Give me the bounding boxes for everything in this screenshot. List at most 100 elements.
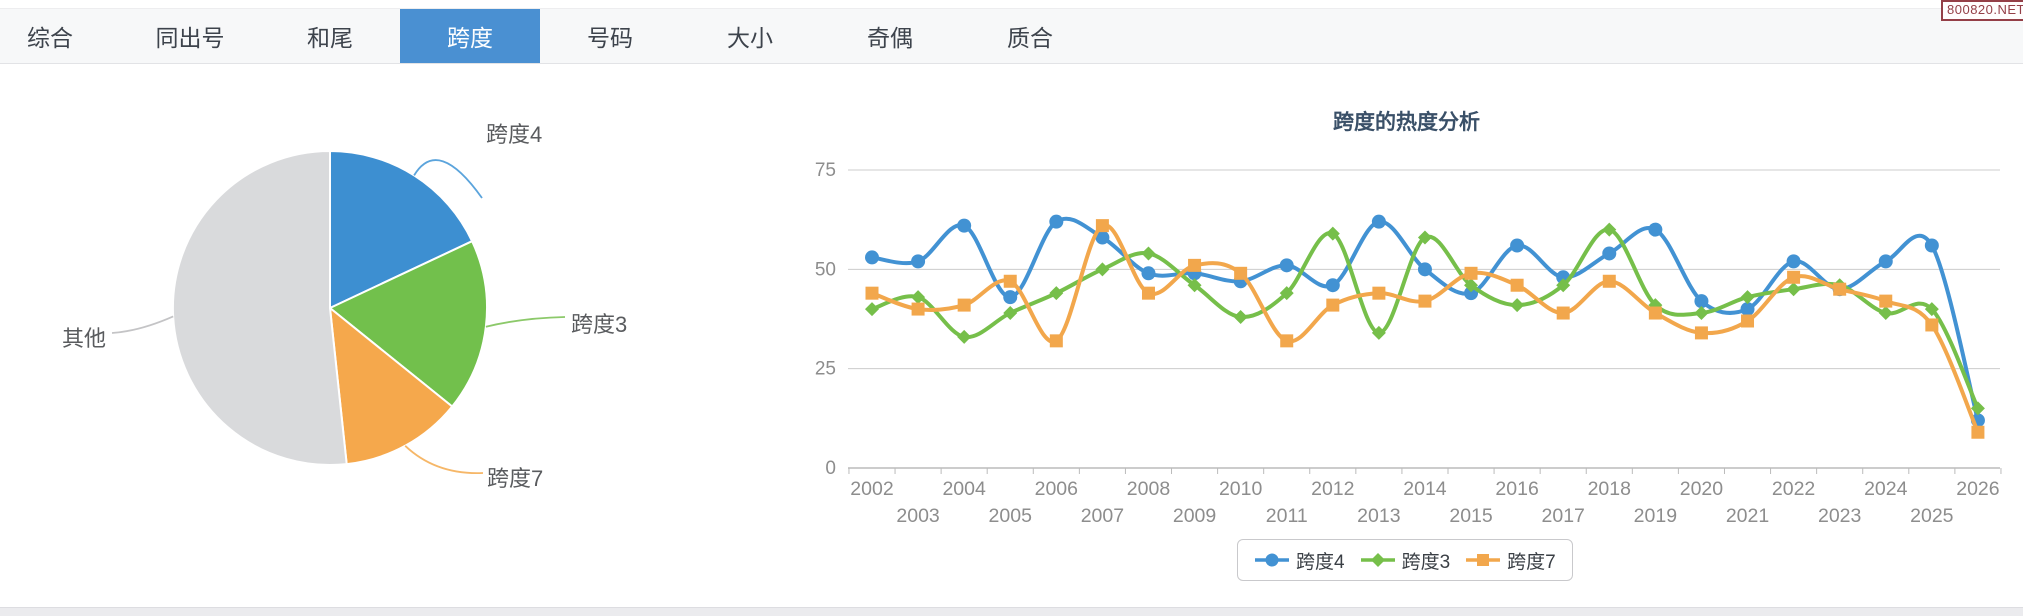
tab-hewei[interactable]: 和尾 <box>307 25 353 51</box>
datapoint-跨度4-2003[interactable] <box>911 254 926 269</box>
line-chart-legend: 跨度4 跨度3 跨度7 <box>1237 539 1573 581</box>
datapoint-跨度3-2024[interactable] <box>1878 306 1893 321</box>
datapoint-跨度7-2016[interactable] <box>1510 278 1524 292</box>
datapoint-跨度7-2010[interactable] <box>1234 266 1248 280</box>
x-tick-label-2019: 2019 <box>1634 505 1677 527</box>
datapoint-跨度3-2006[interactable] <box>1049 286 1064 301</box>
datapoint-跨度7-2007[interactable] <box>1095 219 1109 233</box>
datapoint-跨度7-2017[interactable] <box>1556 306 1570 320</box>
datapoint-跨度4-2018[interactable] <box>1602 246 1617 261</box>
datapoint-跨度3-2025[interactable] <box>1924 302 1939 317</box>
datapoint-跨度3-2004[interactable] <box>957 329 972 344</box>
datapoint-跨度7-2022[interactable] <box>1787 270 1801 284</box>
y-tick-label-50: 50 <box>815 259 836 280</box>
datapoint-跨度4-2004[interactable] <box>957 218 972 233</box>
datapoint-跨度3-2013[interactable] <box>1371 325 1386 340</box>
x-tick-label-2018: 2018 <box>1588 478 1631 500</box>
datapoint-跨度3-2021[interactable] <box>1740 290 1755 305</box>
tab-daxiao[interactable]: 大小 <box>727 25 773 51</box>
site-watermark-badge[interactable]: 800820.NET <box>1941 0 2023 21</box>
datapoint-跨度7-2025[interactable] <box>1925 318 1939 332</box>
pie-slice-跨度3[interactable] <box>328 239 488 408</box>
analysis-tabbar: 综合 同出号 和尾 跨度 号码 大小 奇偶 质合 <box>0 8 2023 64</box>
datapoint-跨度7-2005[interactable] <box>1003 274 1017 288</box>
datapoint-跨度7-2021[interactable] <box>1741 314 1755 328</box>
x-tick-label-2015: 2015 <box>1449 505 1493 527</box>
datapoint-跨度3-2014[interactable] <box>1417 230 1432 245</box>
datapoint-跨度7-2013[interactable] <box>1372 286 1386 300</box>
datapoint-跨度7-2018[interactable] <box>1602 274 1616 288</box>
datapoint-跨度4-2002[interactable] <box>865 250 879 265</box>
tab-haoma[interactable]: 号码 <box>587 25 633 51</box>
datapoint-跨度7-2006[interactable] <box>1049 334 1063 348</box>
pie-slice-跨度7[interactable] <box>328 305 454 466</box>
datapoint-跨度4-2022[interactable] <box>1786 254 1801 269</box>
datapoint-跨度7-2008[interactable] <box>1141 286 1155 300</box>
datapoint-跨度4-2021[interactable] <box>1740 302 1755 317</box>
datapoint-跨度4-2005[interactable] <box>1003 290 1018 305</box>
pie-leader-其他 <box>111 315 174 334</box>
x-tick-label-2004: 2004 <box>942 478 986 500</box>
y-tick-label-75: 75 <box>815 160 836 181</box>
datapoint-跨度3-2003[interactable] <box>911 290 926 305</box>
tab-kuadu[interactable]: 跨度 <box>400 9 540 63</box>
datapoint-跨度3-2012[interactable] <box>1325 226 1340 241</box>
datapoint-跨度4-2012[interactable] <box>1325 278 1340 293</box>
datapoint-跨度3-2022[interactable] <box>1786 282 1801 297</box>
pie-slice-跨度4[interactable] <box>329 149 474 310</box>
datapoint-跨度3-2018[interactable] <box>1602 222 1617 237</box>
datapoint-跨度4-2025[interactable] <box>1924 238 1939 253</box>
datapoint-跨度3-2009[interactable] <box>1187 278 1202 293</box>
datapoint-跨度3-2020[interactable] <box>1694 306 1709 321</box>
datapoint-跨度4-2024[interactable] <box>1878 254 1893 269</box>
line-chart-title: 跨度的热度分析 <box>1333 111 1480 134</box>
datapoint-跨度3-2015[interactable] <box>1464 278 1479 293</box>
tab-zhihe[interactable]: 质合 <box>1007 25 1053 51</box>
pie-label-跨度7: 跨度7 <box>487 466 544 491</box>
datapoint-跨度4-2014[interactable] <box>1417 262 1432 277</box>
x-tick-label-2002: 2002 <box>850 478 893 500</box>
datapoint-跨度7-2023[interactable] <box>1833 282 1847 296</box>
datapoint-跨度3-2011[interactable] <box>1279 286 1294 301</box>
legend-marker-diamond-icon <box>1360 553 1395 567</box>
datapoint-跨度7-2012[interactable] <box>1326 298 1340 312</box>
datapoint-跨度4-2007[interactable] <box>1095 230 1110 245</box>
datapoint-跨度7-2019[interactable] <box>1648 306 1662 320</box>
datapoint-跨度3-2005[interactable] <box>1003 306 1018 321</box>
datapoint-跨度3-2002[interactable] <box>865 302 879 317</box>
datapoint-跨度4-2006[interactable] <box>1049 214 1064 229</box>
datapoint-跨度3-2016[interactable] <box>1510 298 1525 313</box>
datapoint-跨度4-2019[interactable] <box>1648 222 1663 237</box>
datapoint-跨度3-2017[interactable] <box>1556 278 1571 293</box>
datapoint-跨度7-2024[interactable] <box>1879 294 1893 308</box>
datapoint-跨度4-2008[interactable] <box>1141 266 1156 281</box>
datapoint-跨度7-2003[interactable] <box>911 302 925 316</box>
datapoint-跨度4-2011[interactable] <box>1279 258 1294 273</box>
legend-item-跨度7[interactable]: 跨度7 <box>1465 547 1556 574</box>
datapoint-跨度7-2014[interactable] <box>1418 294 1432 308</box>
pie-label-跨度3: 跨度3 <box>571 312 628 337</box>
datapoint-跨度4-2013[interactable] <box>1371 214 1386 229</box>
datapoint-跨度7-2011[interactable] <box>1280 334 1294 348</box>
datapoint-跨度7-2002[interactable] <box>865 286 879 300</box>
pie-slice-其他[interactable] <box>171 149 348 466</box>
datapoint-跨度7-2020[interactable] <box>1694 326 1708 340</box>
legend-item-跨度3[interactable]: 跨度3 <box>1360 547 1450 574</box>
datapoint-跨度7-2004[interactable] <box>957 298 971 312</box>
datapoint-跨度3-2008[interactable] <box>1141 246 1156 261</box>
datapoint-跨度7-2026[interactable] <box>1971 425 1985 439</box>
x-tick-label-2003: 2003 <box>896 505 939 527</box>
datapoint-跨度7-2015[interactable] <box>1464 266 1478 280</box>
datapoint-跨度4-2016[interactable] <box>1510 238 1525 253</box>
datapoint-跨度3-2010[interactable] <box>1233 310 1248 325</box>
tab-zonghe[interactable]: 综合 <box>27 25 73 51</box>
datapoint-跨度3-2026[interactable] <box>1970 401 1985 416</box>
datapoint-跨度7-2009[interactable] <box>1188 258 1202 272</box>
x-tick-label-2022: 2022 <box>1772 478 1815 500</box>
tab-jiou[interactable]: 奇偶 <box>867 25 913 51</box>
tab-tongchuhao[interactable]: 同出号 <box>155 25 225 51</box>
x-tick-label-2023: 2023 <box>1818 505 1861 527</box>
datapoint-跨度3-2007[interactable] <box>1095 262 1110 277</box>
datapoint-跨度4-2020[interactable] <box>1694 294 1709 309</box>
legend-item-跨度4[interactable]: 跨度4 <box>1254 547 1345 574</box>
